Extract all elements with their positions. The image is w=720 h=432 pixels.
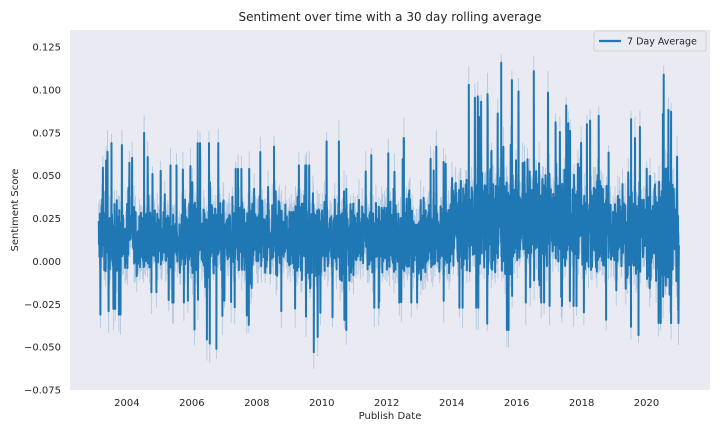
legend-label: 7 Day Average xyxy=(627,37,697,48)
series-line xyxy=(97,61,680,354)
y-tick-label: 0.025 xyxy=(32,214,61,225)
legend: 7 Day Average xyxy=(593,30,707,52)
y-axis-ticks: −0.075 −0.050 −0.025 0.000 0.025 0.050 0.075 0.… xyxy=(24,43,61,397)
x-axis-ticks: 2004 2006 2008 2010 2012 2014 2016 2018 2020 xyxy=(114,398,659,409)
x-tick-label: 2016 xyxy=(504,398,529,409)
x-tick-label: 2008 xyxy=(244,398,269,409)
x-tick-label: 2012 xyxy=(374,398,399,409)
x-tick-label: 2020 xyxy=(634,398,659,409)
x-tick-label: 2010 xyxy=(309,398,334,409)
y-tick-label: 0.075 xyxy=(32,128,61,139)
legend-box xyxy=(593,30,707,52)
y-axis-title: Sentiment Score xyxy=(10,169,21,252)
x-tick-label: 2006 xyxy=(179,398,204,409)
y-tick-label: 0.000 xyxy=(32,257,61,268)
x-tick-label: 2004 xyxy=(114,398,139,409)
x-tick-label: 2014 xyxy=(439,398,464,409)
x-tick-label: 2018 xyxy=(569,398,594,409)
x-axis-title: Publish Date xyxy=(359,411,422,422)
y-tick-label: −0.075 xyxy=(24,386,61,397)
y-tick-label: 0.100 xyxy=(32,86,61,97)
y-tick-label: 0.050 xyxy=(32,171,61,182)
series-line-7-day-average xyxy=(97,61,680,354)
y-tick-label: 0.125 xyxy=(32,43,61,54)
chart-title: Sentiment over time with a 30 day rollin… xyxy=(239,10,542,24)
y-tick-label: −0.050 xyxy=(24,343,61,354)
y-tick-label: −0.025 xyxy=(24,300,61,311)
